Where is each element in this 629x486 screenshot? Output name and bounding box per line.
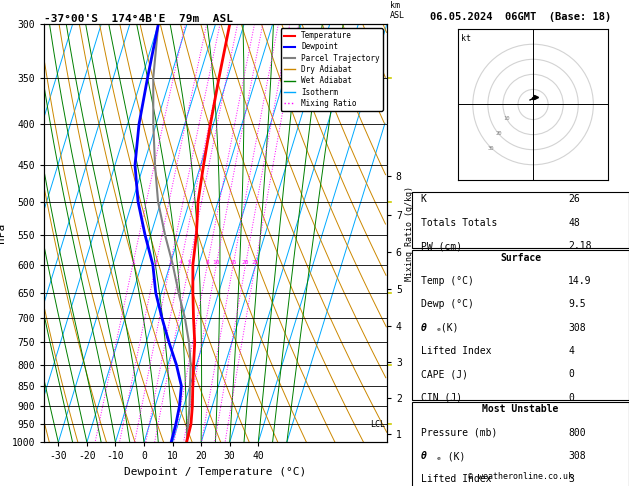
Text: 5: 5 — [187, 260, 191, 265]
Text: CIN (J): CIN (J) — [421, 393, 462, 403]
Text: Lifted Index: Lifted Index — [421, 346, 491, 356]
Text: 0: 0 — [568, 393, 574, 403]
Text: 48: 48 — [568, 218, 580, 228]
Text: Totals Totals: Totals Totals — [421, 218, 497, 228]
Text: 25: 25 — [252, 260, 259, 265]
Text: Most Unstable: Most Unstable — [482, 404, 559, 415]
Text: 15: 15 — [230, 260, 237, 265]
Text: Temp (°C): Temp (°C) — [421, 276, 474, 286]
Text: 3: 3 — [568, 474, 574, 485]
Text: 20: 20 — [496, 131, 502, 136]
Text: 14.9: 14.9 — [568, 276, 592, 286]
Text: kt: kt — [461, 34, 470, 43]
Text: 4: 4 — [179, 260, 182, 265]
Text: 10: 10 — [503, 116, 509, 121]
Text: 8: 8 — [206, 260, 209, 265]
Text: © weatheronline.co.uk: © weatheronline.co.uk — [468, 472, 573, 481]
Text: 308: 308 — [568, 451, 586, 461]
Text: Dewp (°C): Dewp (°C) — [421, 299, 474, 310]
Text: K: K — [421, 194, 426, 205]
Text: 2.18: 2.18 — [568, 241, 592, 251]
Bar — [412, 402, 629, 486]
Bar — [412, 192, 629, 248]
Text: 800: 800 — [568, 428, 586, 438]
Text: θ: θ — [421, 451, 426, 461]
Text: Surface: Surface — [500, 253, 541, 263]
Text: 2: 2 — [154, 260, 158, 265]
Text: CAPE (J): CAPE (J) — [421, 369, 468, 380]
Text: 26: 26 — [568, 194, 580, 205]
Text: 20: 20 — [242, 260, 249, 265]
Text: 0: 0 — [568, 369, 574, 380]
Text: 3: 3 — [169, 260, 172, 265]
Text: 4: 4 — [568, 346, 574, 356]
X-axis label: Dewpoint / Temperature (°C): Dewpoint / Temperature (°C) — [125, 467, 306, 477]
Text: ₑ (K): ₑ (K) — [436, 451, 465, 461]
Text: km
ASL: km ASL — [390, 0, 405, 20]
Text: 10: 10 — [213, 260, 220, 265]
Text: LCL: LCL — [370, 420, 386, 429]
Text: 9.5: 9.5 — [568, 299, 586, 310]
Bar — [412, 250, 629, 399]
Y-axis label: Mixing Ratio (g/kg): Mixing Ratio (g/kg) — [404, 186, 413, 281]
Text: ₑ(K): ₑ(K) — [436, 323, 459, 333]
Text: PW (cm): PW (cm) — [421, 241, 462, 251]
Text: θ: θ — [421, 323, 426, 333]
Text: 1: 1 — [131, 260, 135, 265]
Y-axis label: hPa: hPa — [0, 223, 6, 243]
Text: 06.05.2024  06GMT  (Base: 18): 06.05.2024 06GMT (Base: 18) — [430, 12, 611, 22]
Legend: Temperature, Dewpoint, Parcel Trajectory, Dry Adiabat, Wet Adiabat, Isotherm, Mi: Temperature, Dewpoint, Parcel Trajectory… — [281, 28, 383, 111]
Text: 308: 308 — [568, 323, 586, 333]
Text: -37°00'S  174°4B'E  79m  ASL: -37°00'S 174°4B'E 79m ASL — [44, 14, 233, 23]
Text: 30: 30 — [488, 146, 494, 151]
Text: Pressure (mb): Pressure (mb) — [421, 428, 497, 438]
Text: Lifted Index: Lifted Index — [421, 474, 491, 485]
